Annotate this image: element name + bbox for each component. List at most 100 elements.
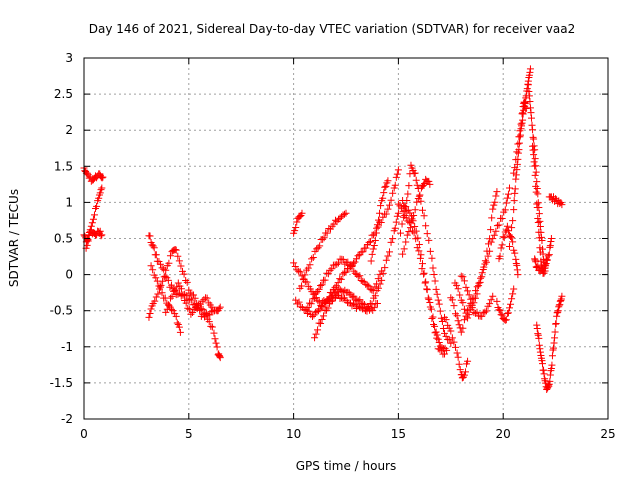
data-point <box>545 251 553 259</box>
data-point <box>521 100 529 108</box>
data-point <box>379 213 387 221</box>
data-point <box>552 320 560 328</box>
data-point <box>429 313 437 321</box>
data-point <box>83 241 91 249</box>
data-point <box>532 258 540 266</box>
data-point <box>365 282 373 290</box>
data-point <box>510 246 518 254</box>
data-point <box>538 357 546 365</box>
data-point <box>546 377 554 385</box>
axis-ticks <box>83 57 609 420</box>
data-point <box>405 182 413 190</box>
data-point <box>492 192 500 200</box>
data-point <box>311 334 319 342</box>
data-point <box>163 305 171 313</box>
data-point <box>505 184 513 192</box>
data-point <box>447 339 455 347</box>
data-point <box>453 312 461 320</box>
data-point <box>498 241 506 249</box>
data-point <box>462 309 470 317</box>
y-tick-label: 3 <box>65 51 73 65</box>
data-point <box>536 248 544 256</box>
data-point <box>508 295 516 303</box>
data-point <box>514 140 522 148</box>
data-point <box>88 219 96 227</box>
data-point <box>478 273 486 281</box>
data-point <box>479 266 487 274</box>
data-point <box>356 272 364 280</box>
data-point <box>503 194 511 202</box>
data-point <box>448 334 456 342</box>
data-point <box>162 308 170 316</box>
data-point <box>478 312 486 320</box>
data-point <box>495 306 503 314</box>
data-point <box>406 209 414 217</box>
data-point <box>526 68 534 76</box>
data-point <box>402 238 410 246</box>
data-point <box>424 294 432 302</box>
data-point <box>295 298 303 306</box>
data-point <box>454 285 462 293</box>
grid-lines <box>84 58 608 419</box>
data-point <box>456 366 464 374</box>
data-point <box>527 109 535 117</box>
data-point <box>531 256 539 264</box>
data-point <box>378 276 386 284</box>
data-point <box>320 234 328 242</box>
data-point <box>511 189 519 197</box>
data-point <box>420 181 428 189</box>
data-point <box>398 220 406 228</box>
data-point <box>205 318 213 326</box>
data-point <box>353 296 361 304</box>
data-point <box>435 300 443 308</box>
data-point <box>417 251 425 259</box>
data-point <box>370 242 378 250</box>
data-point <box>169 307 177 315</box>
data-point <box>493 297 501 305</box>
data-point <box>368 286 376 294</box>
data-point <box>420 212 428 220</box>
data-point <box>97 232 105 240</box>
data-point <box>526 65 534 73</box>
data-point <box>373 221 381 229</box>
y-tick-label: -1.5 <box>50 376 73 390</box>
data-point <box>97 186 105 194</box>
data-point <box>429 264 437 272</box>
data-point <box>534 199 542 207</box>
data-point <box>385 201 393 209</box>
data-point <box>546 371 554 379</box>
data-point <box>177 285 185 293</box>
data-point <box>518 110 526 118</box>
data-point <box>216 303 224 311</box>
data-point <box>328 265 336 273</box>
data-point <box>513 266 521 274</box>
data-point <box>499 233 507 241</box>
data-point <box>147 262 155 270</box>
data-point <box>505 242 513 250</box>
data-point <box>295 267 303 275</box>
data-point <box>314 244 322 252</box>
data-point <box>529 146 537 154</box>
data-point <box>472 287 480 295</box>
data-point <box>534 219 542 227</box>
data-point <box>379 269 387 277</box>
data-point <box>155 282 163 290</box>
data-point <box>473 290 481 298</box>
x-tick-label: 20 <box>496 427 511 441</box>
data-point <box>348 261 356 269</box>
data-point <box>208 323 216 331</box>
data-point <box>174 252 182 260</box>
data-point <box>408 215 416 223</box>
data-point <box>419 206 427 214</box>
data-point <box>165 301 173 309</box>
data-point <box>99 173 107 181</box>
data-point <box>155 285 163 293</box>
data-point <box>550 344 558 352</box>
data-point <box>318 315 326 323</box>
data-point <box>376 270 384 278</box>
y-tick-labels: -2 -1.5 -1 -0.5 0 0.5 1 1.5 2 2.5 3 <box>50 51 73 426</box>
data-point <box>168 281 176 289</box>
data-point <box>384 205 392 213</box>
data-point <box>501 206 509 214</box>
data-point <box>182 299 190 307</box>
